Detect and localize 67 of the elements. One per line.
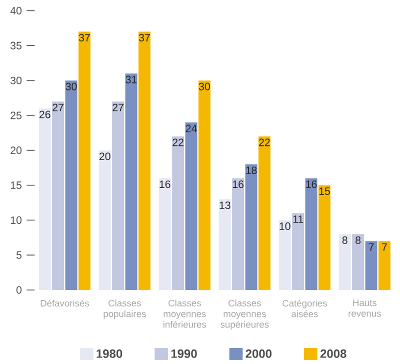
data-label: 31 — [126, 76, 137, 84]
data-label: 24 — [186, 124, 197, 132]
y-tick-label: 15 — [10, 182, 22, 189]
bar — [218, 199, 231, 290]
bar — [278, 220, 291, 290]
bar — [292, 213, 304, 290]
bar — [125, 74, 138, 290]
bar — [185, 122, 198, 290]
bar — [98, 150, 111, 290]
bar — [52, 101, 64, 290]
y-tick-label: 25 — [10, 112, 22, 120]
data-label: 27 — [52, 104, 64, 112]
data-label: 11 — [293, 215, 304, 223]
bar — [258, 136, 270, 290]
bar — [318, 185, 330, 290]
data-label: 7 — [368, 243, 374, 251]
y-tick-label: 30 — [10, 76, 22, 84]
data-label: 30 — [66, 82, 77, 90]
data-label: 16 — [160, 180, 170, 188]
bar — [172, 136, 184, 290]
bar — [338, 234, 351, 290]
data-label: 8 — [356, 236, 361, 244]
data-label: 30 — [198, 82, 210, 90]
x-tick-label: Hauts revenus — [348, 300, 381, 317]
data-label: 18 — [246, 166, 257, 174]
bar — [378, 241, 390, 290]
bar — [305, 178, 318, 290]
x-tick-label: Classes populaires — [104, 300, 146, 319]
y-tick-label: 10 — [10, 216, 22, 224]
bar — [232, 178, 244, 290]
y-tick-label: 35 — [10, 42, 22, 50]
bar — [38, 108, 51, 290]
bar — [352, 234, 364, 290]
data-label: 37 — [78, 34, 90, 42]
data-label: 10 — [280, 222, 290, 230]
data-label: 16 — [232, 180, 244, 188]
data-label: 7 — [382, 243, 387, 251]
data-label: 16 — [306, 180, 317, 188]
bar — [138, 32, 150, 290]
data-label: 22 — [172, 138, 184, 146]
data-label: 8 — [342, 236, 348, 244]
y-tick-label: 0 — [16, 286, 22, 294]
legend-label: 1980 — [96, 349, 122, 358]
legend-label: 2000 — [246, 349, 272, 358]
data-label: 27 — [112, 104, 124, 112]
bar — [112, 101, 124, 290]
data-label: 22 — [259, 138, 270, 146]
data-label: 26 — [39, 110, 50, 118]
x-tick-label: Classes moyennes supérieures — [220, 300, 269, 330]
y-tick-label: 5 — [16, 251, 22, 259]
x-tick-label: Défavorisés — [40, 300, 89, 307]
bar — [65, 80, 78, 290]
data-label: 15 — [319, 188, 330, 195]
bar — [158, 178, 171, 290]
y-tick-label: 40 — [10, 6, 22, 14]
data-label: 20 — [99, 152, 110, 160]
bar — [245, 164, 258, 290]
x-tick-label: Classes moyennes inférieures — [164, 300, 206, 328]
bar — [365, 241, 378, 290]
x-tick-label: Catégories aisées — [282, 300, 327, 318]
y-tick-label: 20 — [10, 146, 22, 154]
bar — [78, 32, 90, 290]
data-label: 37 — [138, 34, 150, 42]
bar — [198, 80, 210, 290]
legend-label: 2008 — [320, 349, 346, 358]
data-label: 13 — [220, 201, 230, 210]
legend-label: 1990 — [171, 349, 197, 358]
